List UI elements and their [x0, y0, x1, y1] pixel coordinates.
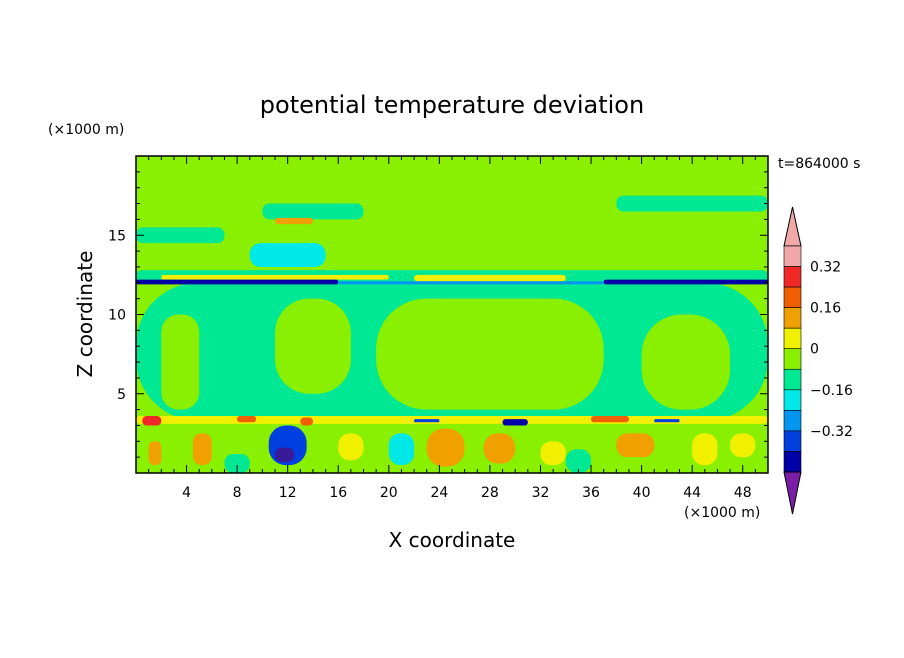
contour-region [591, 415, 629, 423]
contour-region [338, 433, 364, 461]
contour-region [692, 433, 718, 466]
contour-region [654, 419, 680, 423]
contour-region [414, 419, 440, 423]
colorbar-label: −0.32 [810, 424, 853, 440]
y-unit-label: (×1000 m) [48, 122, 124, 138]
x-tick-label: 28 [481, 485, 499, 501]
contour-region [192, 433, 212, 466]
contour-region [237, 415, 257, 423]
y-tick-label: 5 [117, 387, 126, 403]
y-axis: 5 10 15 [108, 171, 768, 458]
x-tick-label: 40 [633, 485, 651, 501]
colorbar-band [783, 389, 802, 411]
x-tick-label: 48 [734, 485, 752, 501]
contour-field [136, 156, 768, 473]
x-tick-label: 44 [683, 485, 701, 501]
colorbar-band [783, 286, 802, 308]
contour-region [641, 314, 731, 410]
x-tick-label: 4 [182, 485, 191, 501]
contour-region [414, 274, 566, 282]
chart-title: potential temperature deviation [260, 91, 644, 119]
colorbar-band [783, 451, 802, 473]
contour-region [502, 419, 528, 426]
colorbar-band [783, 368, 802, 391]
contour-region [540, 441, 566, 466]
colorbar-label: −0.16 [810, 383, 853, 399]
x-tick-label: 20 [380, 485, 398, 501]
contour-region [148, 441, 162, 466]
x-tick-label: 16 [329, 485, 347, 501]
colorbar-extend-top [783, 206, 802, 247]
contour-region [388, 433, 415, 466]
colorbar-label: 0.16 [810, 301, 841, 317]
x-axis-label: X coordinate [389, 528, 516, 552]
contour-region [730, 433, 756, 458]
contour-region [161, 274, 389, 280]
y-tick-label: 10 [108, 308, 126, 324]
x-unit-label: (×1000 m) [684, 505, 760, 521]
contour-region [136, 279, 339, 285]
y-axis-label: Z coordinate [73, 251, 97, 378]
contour-region [275, 217, 313, 225]
contour-region [249, 243, 326, 267]
contour-region [224, 453, 250, 473]
x-tick-label: 24 [430, 485, 448, 501]
y-tick-label: 15 [108, 228, 126, 244]
contour-region [376, 298, 604, 410]
x-tick-label: 36 [582, 485, 600, 501]
contour-region [338, 281, 604, 285]
x-tick-label: 12 [279, 485, 297, 501]
colorbar-band [783, 430, 802, 452]
contour-region [275, 447, 294, 462]
contour-region [565, 449, 592, 473]
contour-region [616, 195, 768, 212]
contour-region [603, 279, 768, 285]
x-tick-label: 8 [233, 485, 242, 501]
colorbar-band [783, 410, 802, 432]
colorbar-label: 0.32 [810, 260, 841, 276]
colorbar-band [783, 327, 802, 350]
contour-region [616, 433, 655, 458]
contour-region [483, 433, 516, 464]
time-label: t=864000 s [778, 156, 860, 172]
contour-region [300, 417, 313, 426]
x-tick-label: 32 [532, 485, 550, 501]
contour-region [426, 428, 465, 467]
colorbar-band [783, 348, 802, 370]
colorbar-extend-bottom [783, 471, 802, 515]
contour-region [136, 227, 225, 244]
contour-region [262, 203, 364, 220]
x-axis: 4 8 12 16 20 24 28 32 36 40 44 48 [148, 156, 756, 501]
contour-region [161, 314, 200, 410]
colorbar-band [783, 307, 802, 329]
colorbar: 0.32 0.16 0 −0.16 −0.32 [783, 206, 853, 515]
colorbar-label: 0 [810, 342, 819, 358]
contour-region [142, 415, 162, 426]
colorbar-band [783, 266, 802, 288]
colorbar-band [783, 245, 802, 267]
contour-region [275, 298, 351, 394]
